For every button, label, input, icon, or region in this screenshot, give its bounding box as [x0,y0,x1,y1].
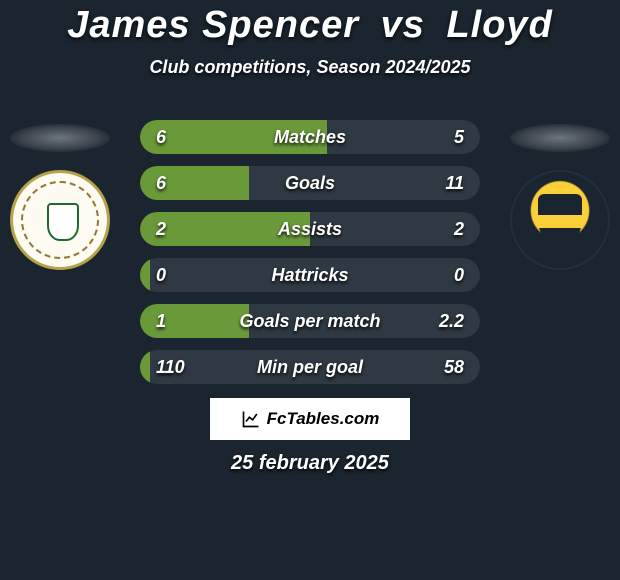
stat-row: 6Goals11 [140,166,480,200]
stat-right-value: 11 [445,166,464,200]
player1-name: James Spencer [67,4,359,46]
stat-label: Goals per match [140,304,480,338]
stat-right-value: 5 [454,120,464,154]
player1-club-crest [10,170,110,270]
player2-name: Lloyd [446,4,552,46]
stat-row: 6Matches5 [140,120,480,154]
stat-label: Matches [140,120,480,154]
stat-row: 0Hattricks0 [140,258,480,292]
subtitle: Club competitions, Season 2024/2025 [0,57,620,78]
attribution-text: FcTables.com [267,409,380,429]
stat-bars: 6Matches5 6Goals11 2Assists2 0Hattricks0 1Go… [140,120,480,396]
stat-label: Min per goal [140,350,480,384]
page-title: James Spencer vs Lloyd [0,0,620,47]
stat-label: Hattricks [140,258,480,292]
attribution-badge: FcTables.com [210,398,410,440]
stat-label: Assists [140,212,480,246]
player1-head-placeholder [10,124,110,152]
vs-label: vs [381,4,425,46]
player1-column [0,124,120,270]
player2-club-crest [510,170,610,270]
stat-right-value: 0 [454,258,464,292]
stat-right-value: 2.2 [439,304,464,338]
date-label: 25 february 2025 [0,452,620,475]
player2-head-placeholder [510,124,610,152]
stat-label: Goals [140,166,480,200]
stat-row: 110Min per goal58 [140,350,480,384]
stat-right-value: 58 [444,350,464,384]
comparison-card: James Spencer vs Lloyd Club competitions… [0,0,620,580]
stat-row: 2Assists2 [140,212,480,246]
stat-right-value: 2 [454,212,464,246]
stat-row: 1Goals per match2.2 [140,304,480,338]
player2-column [500,124,620,270]
chart-icon [241,409,261,429]
